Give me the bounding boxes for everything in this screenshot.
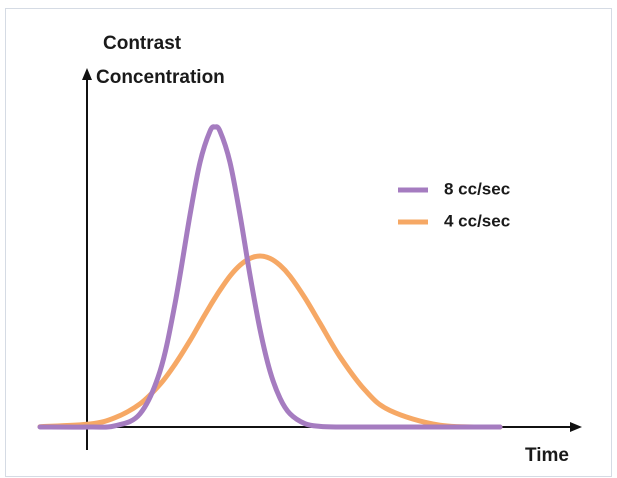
legend: 8 cc/sec 4 cc/sec xyxy=(398,179,510,230)
frame xyxy=(5,8,612,477)
data-line xyxy=(37,124,503,430)
y-axis-label: Concentration xyxy=(96,67,225,88)
y-axis-arrow xyxy=(82,68,92,80)
plot-area xyxy=(37,124,503,430)
x-axis-label: Time xyxy=(525,445,569,466)
legend-label: 4 cc/sec xyxy=(444,211,510,230)
y-axis-label: Contrast xyxy=(103,33,182,54)
x-axis-arrow xyxy=(570,422,582,432)
legend-label: 8 cc/sec xyxy=(444,179,510,198)
data-line xyxy=(37,253,503,430)
